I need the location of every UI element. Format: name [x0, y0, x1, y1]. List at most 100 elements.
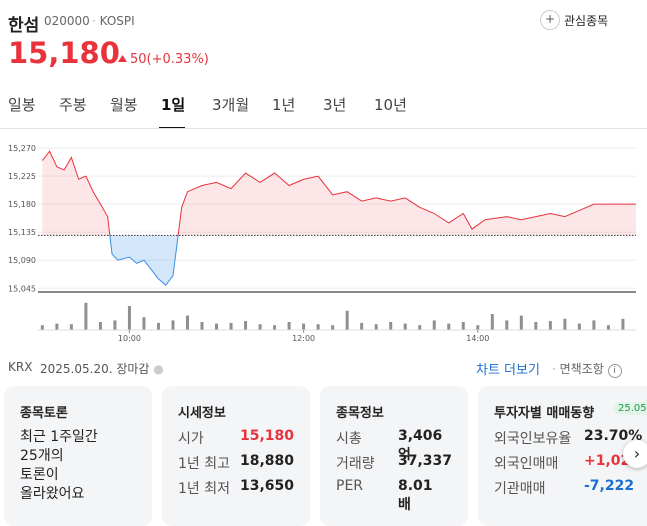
row-label: 시가 [178, 431, 204, 447]
row-label: 거래량 [336, 456, 375, 472]
period-tab[interactable]: 주봉 [59, 96, 87, 114]
y-tick-label: 15,045 [8, 284, 36, 293]
row-label: 1년 최고 [178, 456, 230, 472]
volume-bar [98, 322, 102, 330]
row-value: 3,406억 [398, 428, 443, 463]
volume-bar [40, 325, 44, 330]
volume-bar [360, 322, 364, 330]
area-up [42, 151, 636, 236]
y-tick-label: 15,180 [8, 200, 36, 209]
divider [0, 128, 647, 129]
row-label: PER [336, 478, 364, 494]
discussion-line: 최근 1주일간 [20, 429, 98, 445]
price-line-up [41, 150, 636, 236]
row-value: 13,650 [240, 478, 295, 494]
volume-bar [127, 306, 131, 330]
investor-card[interactable]: 투자자별 매매동향 25.05.2 외국인보유율 23.70% 외국인매매 +1,02 기관… [478, 386, 647, 526]
volume-bar [345, 310, 349, 330]
period-tab[interactable]: 일봉 [8, 96, 36, 114]
exchange: KRX [8, 360, 33, 374]
info-row: 1년 최저 13,650 [178, 478, 294, 498]
volume-bar [519, 315, 523, 330]
price-change: 50(+0.33%) [130, 52, 209, 67]
up-arrow [118, 55, 127, 62]
watchlist-label: 관심종목 [564, 13, 609, 28]
volume-bar [156, 322, 160, 330]
row-label: 외국인보유율 [494, 431, 572, 447]
period-tab[interactable]: 3년 [323, 96, 347, 114]
x-tick-label: 12:00 [292, 334, 315, 343]
row-value: 8.01배 [398, 478, 433, 513]
stock-code: 020000 [44, 14, 90, 28]
card-title: 종목정보 [336, 406, 384, 421]
volume-bar [244, 321, 248, 330]
y-tick-label: 15,135 [8, 228, 36, 237]
market-name: KOSPI [99, 14, 135, 28]
card-title: 시세정보 [178, 406, 226, 421]
period-tab[interactable]: 3개월 [212, 96, 250, 114]
y-tick-label: 15,225 [8, 172, 36, 181]
y-tick-label: 15,090 [8, 256, 36, 265]
volume-bar [273, 325, 277, 330]
discussion-line: 25개의 [20, 448, 64, 464]
info-row: 1년 최고 18,880 [178, 453, 294, 473]
info-row: 시총 3,406억 [336, 428, 442, 463]
info-row: 기관매매 -7,222 [494, 478, 634, 498]
market: · KOSPI [92, 14, 135, 28]
volume-bar [142, 317, 146, 330]
discussion-line: 올라왔어요 [20, 486, 85, 502]
volume-bar [432, 320, 436, 330]
period-tab[interactable]: 1년 [272, 96, 296, 114]
next-button[interactable]: › [623, 440, 647, 468]
discussion-card[interactable]: 종목토론 최근 1주일간 25개의 토론이 올라왔어요 [4, 386, 152, 526]
volume-bar [331, 325, 335, 330]
card-title: 투자자별 매매동향 [494, 406, 595, 421]
row-value: 37,337 [398, 453, 453, 469]
period-tab[interactable]: 월봉 [110, 96, 138, 114]
volume-bar [200, 322, 204, 330]
row-label: 1년 최저 [178, 481, 230, 497]
row-value: 23.70% [584, 428, 643, 444]
volume-bar [621, 318, 625, 330]
volume-bar [505, 320, 509, 330]
volume-bar [316, 324, 320, 330]
trade-date: 2025.05.20. 장마감 ● [40, 362, 164, 376]
chart: 15,270 15,225 15,180 15,135 15,090 15,045 10:0… [8, 144, 636, 343]
volume-bar [389, 322, 393, 330]
volume-bar [592, 320, 596, 330]
period-tab[interactable]: 10년 [374, 96, 407, 114]
volume-bar [534, 322, 538, 330]
volume-bar [229, 322, 233, 330]
volume-bar [461, 322, 465, 330]
x-tick-label: 14:00 [466, 334, 489, 343]
volume-bar [302, 323, 306, 330]
volume-bar [69, 324, 73, 330]
info-row: 거래량 37,337 [336, 453, 452, 473]
volume-bar [171, 320, 175, 330]
volume-bar [374, 324, 378, 330]
volume-bar [55, 323, 59, 330]
info-row: 시가 15,180 [178, 428, 294, 448]
discussion-line: 토론이 [20, 467, 59, 483]
current-price: 15,180 [8, 36, 120, 70]
volume-bar [287, 322, 291, 330]
chart-more-link[interactable]: 차트 더보기 [476, 363, 540, 378]
row-value: 18,880 [240, 453, 295, 469]
watchlist-button[interactable]: + 관심종목 [540, 10, 608, 30]
volume-bar [258, 324, 262, 330]
card-date: 25.05.2 [614, 402, 647, 415]
volume-bar [476, 325, 480, 330]
volume-bar [447, 323, 451, 330]
row-label: 시총 [336, 431, 362, 447]
disclaimer-text: 면책조항 [559, 362, 604, 376]
date-text: 2025.05.20. 장마감 [40, 362, 150, 376]
info-row: PER 8.01배 [336, 478, 433, 513]
volume-bar [548, 321, 552, 330]
disclaimer[interactable]: · 면책조항 i [552, 360, 622, 378]
period-tab[interactable]: 1일 [161, 96, 186, 114]
volume-bar [490, 314, 494, 330]
